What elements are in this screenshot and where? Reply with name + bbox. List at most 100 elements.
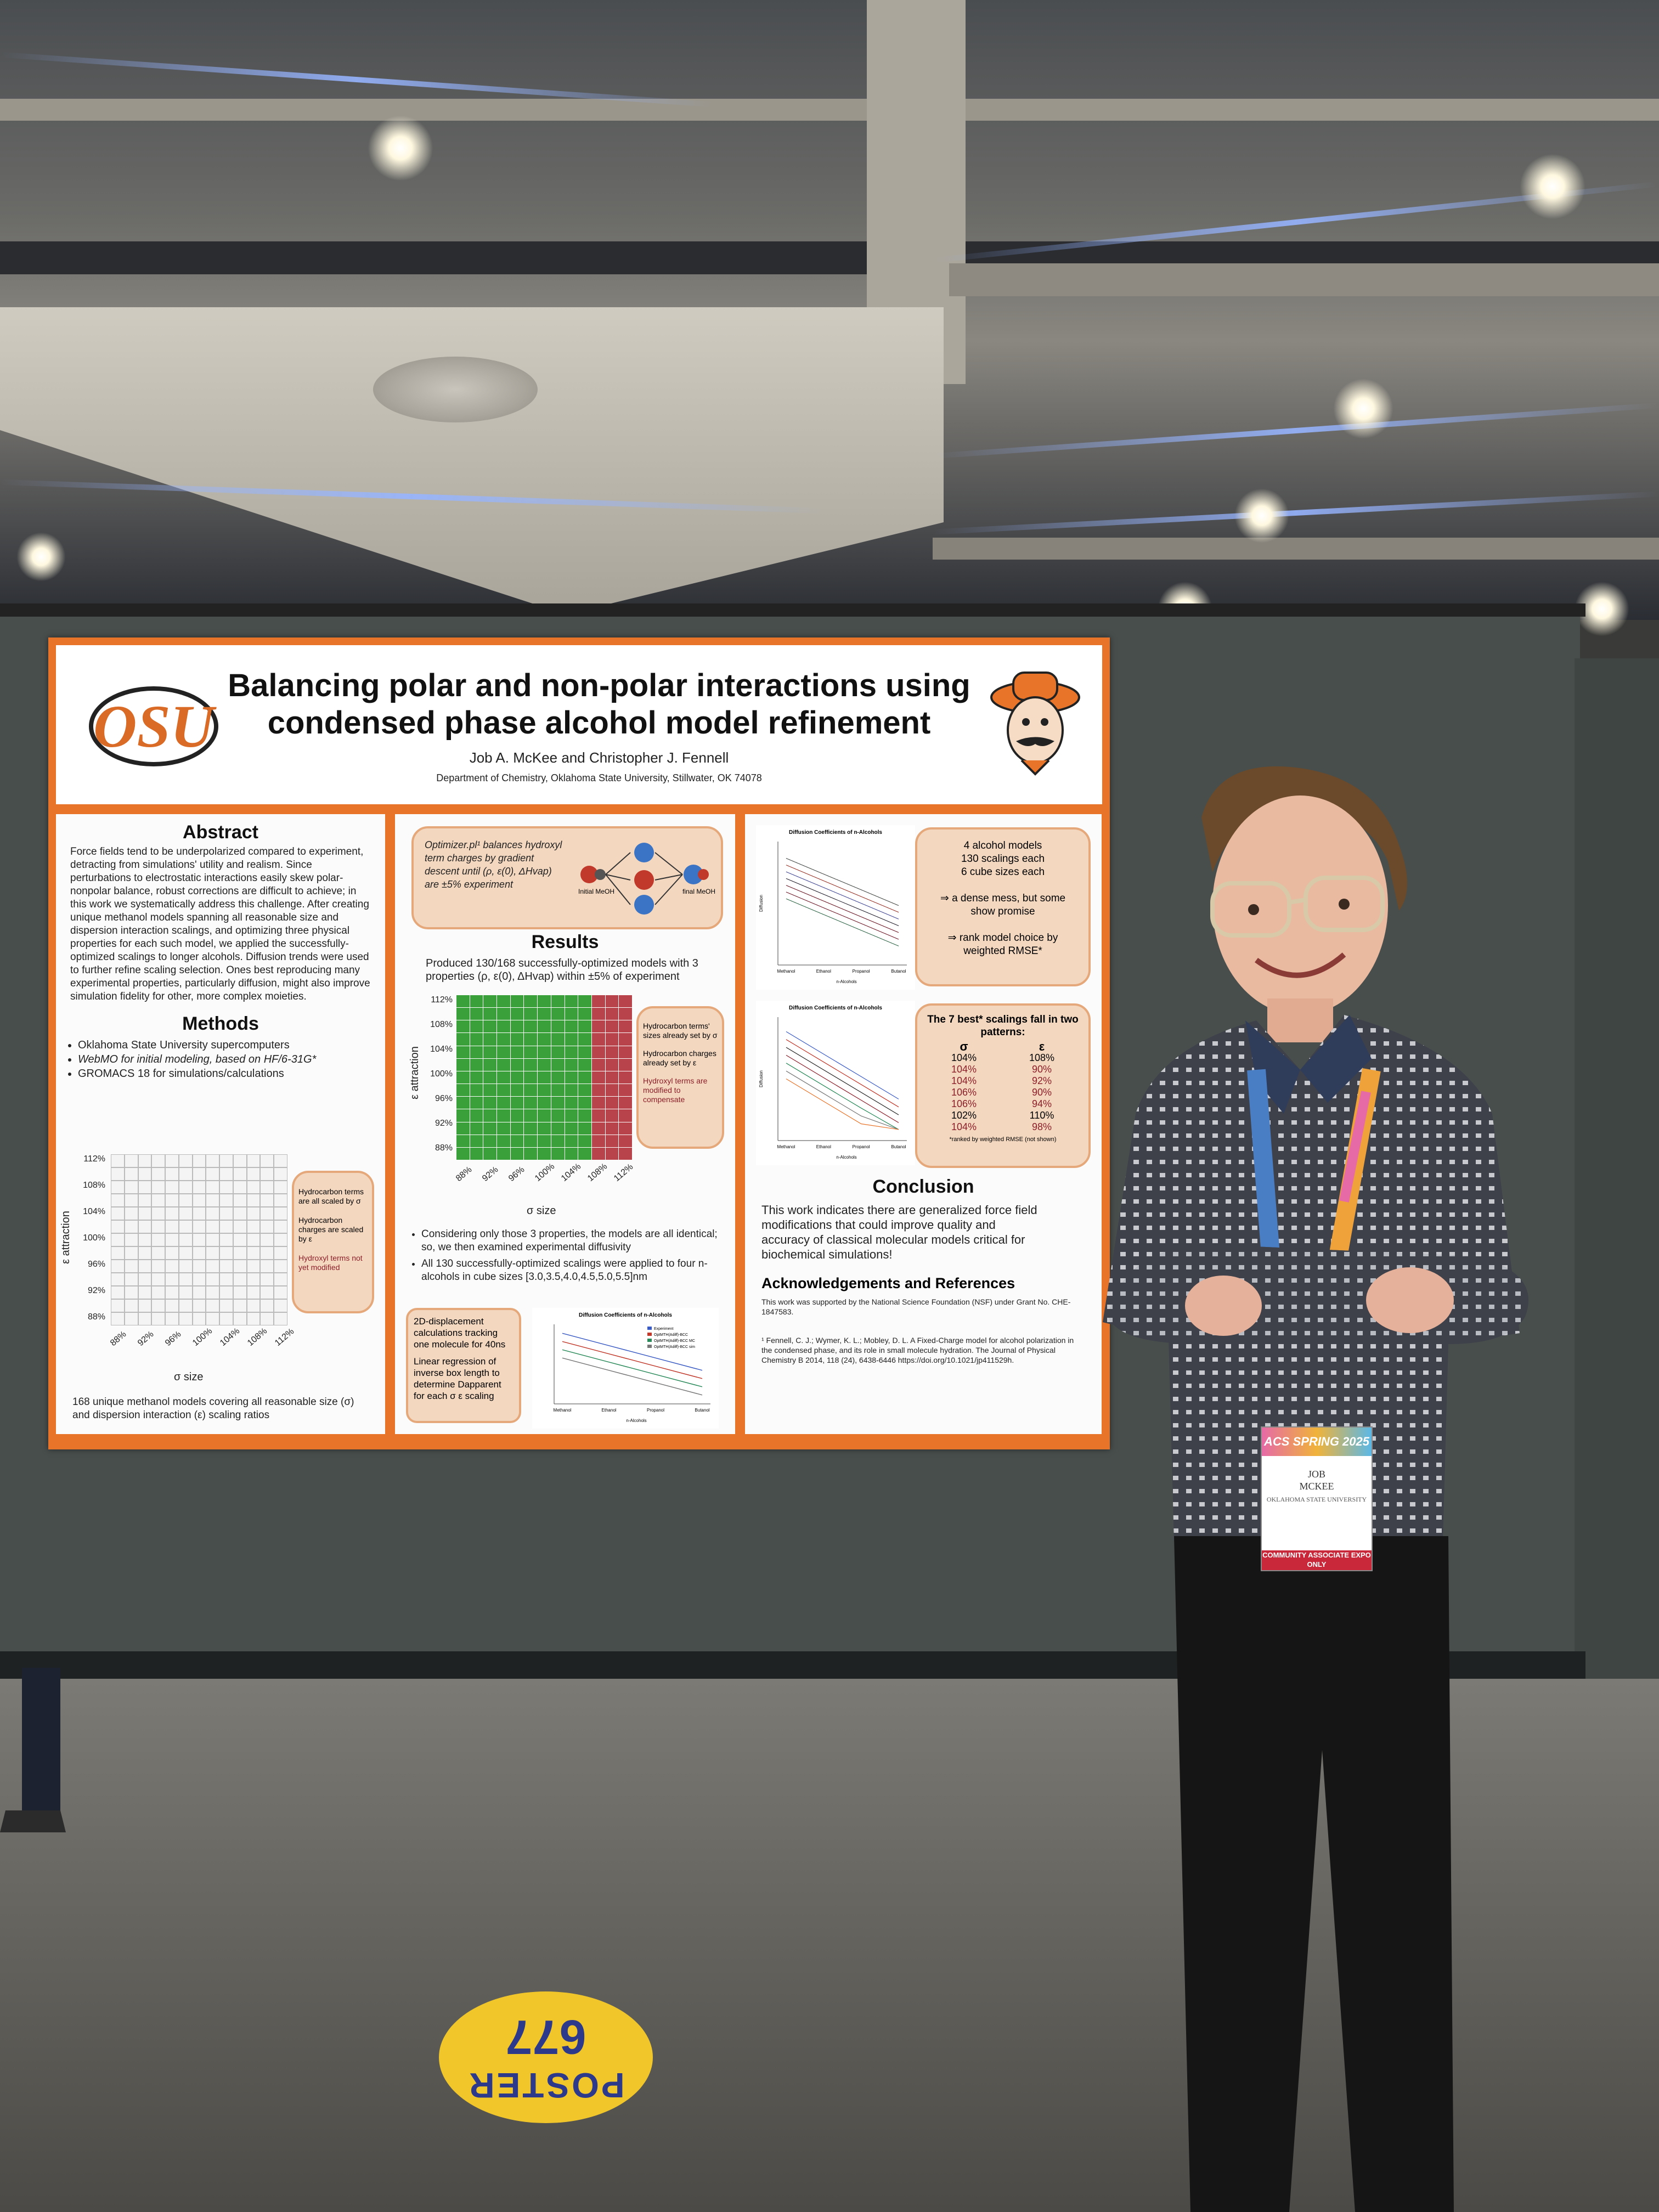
method-step: Linear regression of inverse box length … — [414, 1356, 501, 1401]
grid-cell — [510, 1084, 524, 1097]
x-axis-label: n-Alcohols — [626, 1418, 646, 1423]
adjacent-poster-board — [1575, 658, 1659, 1712]
grid-cell — [578, 1147, 591, 1160]
grid-cell — [578, 1135, 591, 1147]
callout-item: ⇒ a dense mess, but some show promise — [940, 893, 1066, 917]
y-tick: 100% — [430, 1069, 453, 1079]
series-line — [786, 1047, 899, 1115]
grid-cell — [219, 1181, 233, 1194]
grid-cell — [233, 1312, 247, 1325]
grid-cell — [565, 1109, 578, 1122]
grid-cell — [274, 1181, 287, 1194]
legend-label: OptMTH(Adiff)-BCC sim — [654, 1345, 695, 1349]
grid-cell — [619, 1008, 632, 1020]
grid-cell — [619, 1084, 632, 1097]
grid-cell — [138, 1207, 152, 1220]
grid-cell — [591, 1122, 605, 1135]
methods-footnote: 168 unique methanol models covering all … — [72, 1396, 354, 1421]
grid-cell — [591, 1135, 605, 1147]
grid-cell — [138, 1233, 152, 1246]
grid-cell — [151, 1154, 166, 1167]
grid-cell — [470, 1008, 483, 1020]
poster-header: OSU Balancing polar and non-polar intera… — [56, 645, 1102, 804]
grid-cell — [165, 1207, 179, 1220]
grid-cell — [192, 1207, 206, 1220]
x-tick: 104% — [560, 1161, 583, 1184]
grid-cell — [178, 1154, 193, 1167]
poster-title: Balancing polar and non-polar interactio… — [228, 668, 970, 741]
grid-cell — [178, 1233, 193, 1246]
grid-cell — [510, 1058, 524, 1071]
x-axis-label: σ size — [527, 1205, 556, 1217]
grid-cell — [178, 1167, 193, 1181]
grid-cell — [138, 1167, 152, 1181]
grid-cell — [538, 1020, 551, 1033]
grid-cell — [246, 1220, 261, 1233]
grid-cell — [565, 1008, 578, 1020]
grid-cell — [246, 1273, 261, 1286]
grid-cell — [260, 1273, 274, 1286]
results-list: Considering only those 3 properties, the… — [399, 1228, 729, 1284]
grid-cell — [524, 1033, 538, 1046]
passerby-legs — [0, 1668, 66, 1832]
grid-cell — [619, 1135, 632, 1147]
grid-cell — [246, 1167, 261, 1181]
grid-cell — [274, 1220, 287, 1233]
grid-cell — [274, 1207, 287, 1220]
grid-cell — [124, 1273, 138, 1286]
grid-cell — [260, 1233, 274, 1246]
grid-cell — [138, 1273, 152, 1286]
grid-cell — [111, 1299, 125, 1312]
presenter-person — [1103, 766, 1528, 2212]
column-header: ε — [1039, 1040, 1045, 1053]
y-tick: 92% — [435, 1119, 453, 1128]
x-tick: 88% — [454, 1165, 474, 1184]
grid-cell — [246, 1246, 261, 1260]
x-tick: 96% — [507, 1165, 527, 1184]
grid-cell — [565, 1084, 578, 1097]
grid-cell — [233, 1220, 247, 1233]
grid-cell — [591, 1020, 605, 1033]
ceiling-beam — [0, 99, 1659, 121]
grid-cell — [565, 1135, 578, 1147]
x-tick-label: Butanol — [891, 969, 906, 974]
x-tick: 92% — [481, 1165, 500, 1184]
grid-cell — [111, 1286, 125, 1299]
grid-cell — [178, 1181, 193, 1194]
grid-cell — [538, 1109, 551, 1122]
grid-cell — [165, 1154, 179, 1167]
grid-cell — [497, 1058, 510, 1071]
poster-department: Department of Chemistry, Oklahoma State … — [436, 772, 762, 783]
grid-cell — [470, 995, 483, 1008]
grid-cell — [551, 1135, 565, 1147]
grid-cell — [619, 1109, 632, 1122]
ceiling-light — [368, 115, 433, 181]
legend-swatch — [647, 1345, 652, 1348]
grid-cell — [456, 1097, 470, 1109]
grid-cell — [111, 1194, 125, 1207]
grid-cell — [165, 1181, 179, 1194]
table-cell: 94% — [1031, 1098, 1052, 1109]
chart-title: Diffusion Coefficients of n-Alcohols — [579, 1312, 672, 1318]
grid-cell — [483, 1122, 497, 1135]
grid-cell — [619, 1147, 632, 1160]
x-tick: 88% — [109, 1329, 128, 1348]
grid-cell — [151, 1260, 166, 1273]
grid-cell — [538, 1046, 551, 1058]
x-axis-label: σ size — [174, 1371, 204, 1383]
poster-number-sign: POSTER 677 — [439, 1991, 653, 2123]
grid-cell — [151, 1273, 166, 1286]
grid-cell — [470, 1135, 483, 1147]
list-item: All 130 successfully-optimized scalings … — [421, 1257, 729, 1284]
grid-cell — [510, 1122, 524, 1135]
grid-cell — [260, 1194, 274, 1207]
grid-cell — [233, 1207, 247, 1220]
grid-cell — [605, 995, 619, 1008]
grid-cell — [591, 1033, 605, 1046]
grid-cell — [510, 1020, 524, 1033]
grid-cell — [483, 1109, 497, 1122]
badge-footer: COMMUNITY ASSOCIATE EXPO ONLY — [1262, 1550, 1372, 1570]
grid-cell — [565, 1097, 578, 1109]
grid-cell — [206, 1220, 220, 1233]
badge-event: ACS SPRING 2025 — [1262, 1427, 1372, 1456]
